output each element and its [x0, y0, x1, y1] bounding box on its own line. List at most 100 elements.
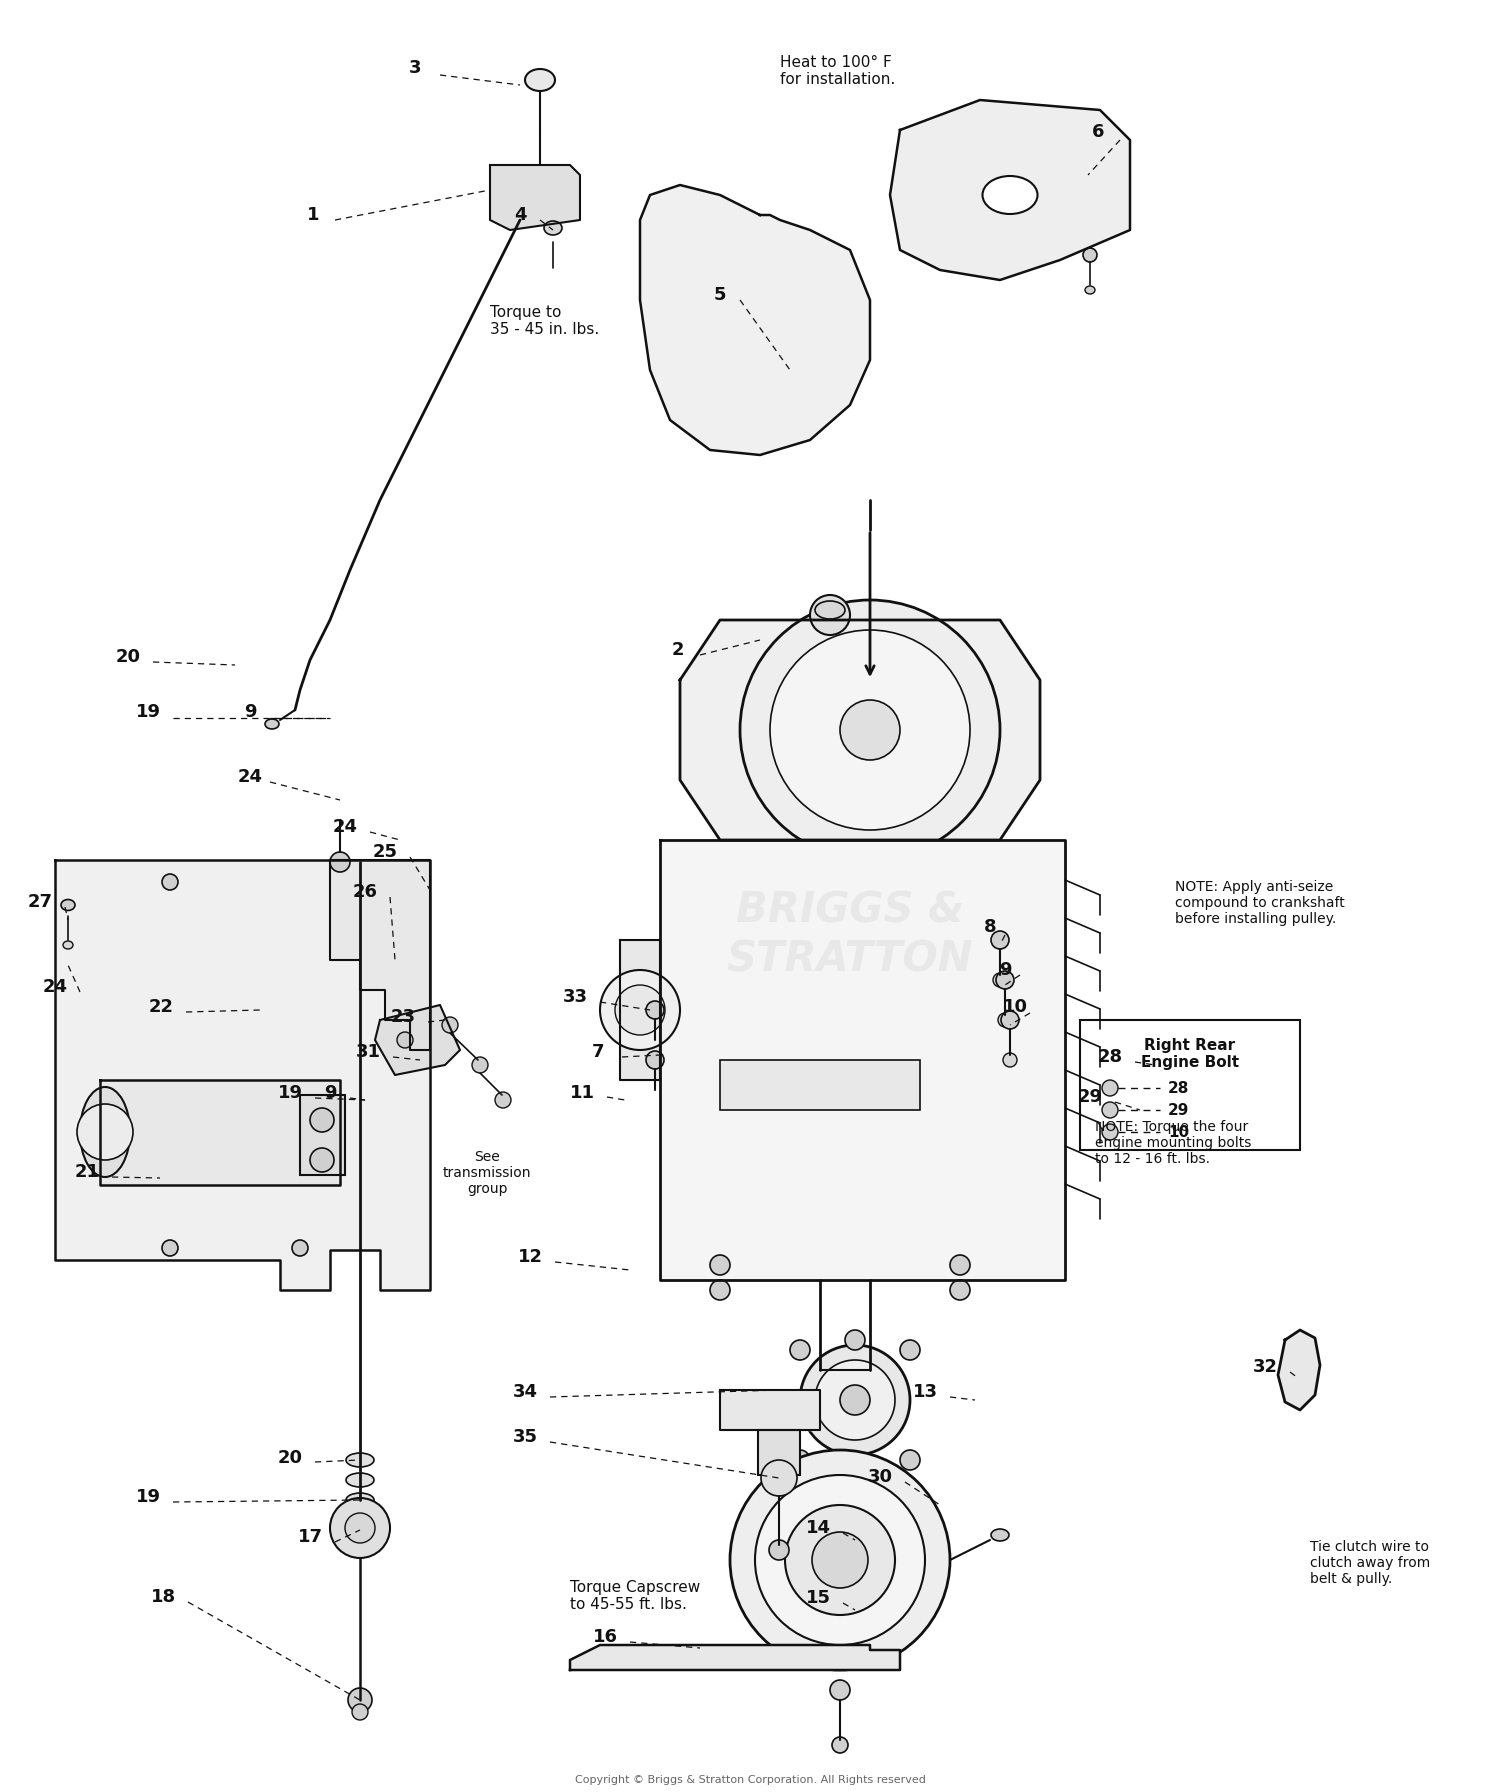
Polygon shape — [1278, 1330, 1320, 1410]
Circle shape — [900, 1340, 920, 1360]
Circle shape — [790, 1340, 810, 1360]
Circle shape — [292, 1240, 308, 1256]
Circle shape — [770, 1539, 789, 1561]
Circle shape — [760, 1460, 796, 1496]
Bar — [300, 1095, 345, 1176]
Circle shape — [1000, 1011, 1018, 1029]
Circle shape — [810, 595, 850, 634]
Text: 19: 19 — [278, 1084, 303, 1102]
Circle shape — [950, 1254, 970, 1274]
Ellipse shape — [992, 1529, 1010, 1541]
Text: 26: 26 — [352, 883, 378, 901]
Circle shape — [840, 701, 900, 760]
Text: Tie clutch wire to
clutch away from
belt & pully.: Tie clutch wire to clutch away from belt… — [1310, 1539, 1430, 1586]
Circle shape — [615, 986, 664, 1036]
Circle shape — [1102, 1102, 1118, 1118]
Circle shape — [730, 1450, 950, 1670]
Circle shape — [76, 1104, 134, 1159]
Text: 2: 2 — [672, 642, 684, 659]
Circle shape — [348, 1688, 372, 1711]
Ellipse shape — [1084, 287, 1095, 294]
Text: 22: 22 — [148, 998, 174, 1016]
Text: 7: 7 — [591, 1043, 604, 1061]
Text: 10: 10 — [1002, 998, 1028, 1016]
Circle shape — [442, 1018, 458, 1032]
Text: 28: 28 — [1168, 1081, 1190, 1095]
Circle shape — [812, 1532, 868, 1588]
Text: 9: 9 — [999, 961, 1011, 978]
Circle shape — [740, 600, 1000, 860]
Text: Right Rear
Engine Bolt: Right Rear Engine Bolt — [1142, 1038, 1239, 1070]
Ellipse shape — [815, 600, 844, 618]
Circle shape — [310, 1149, 334, 1172]
Circle shape — [998, 1012, 1012, 1027]
Text: Torque Capscrew
to 45-55 ft. lbs.: Torque Capscrew to 45-55 ft. lbs. — [570, 1581, 700, 1613]
Text: 32: 32 — [1252, 1358, 1278, 1376]
Polygon shape — [375, 1005, 460, 1075]
Circle shape — [162, 1240, 178, 1256]
Text: 9: 9 — [324, 1084, 336, 1102]
Circle shape — [1102, 1124, 1118, 1140]
Text: 27: 27 — [27, 892, 52, 910]
Polygon shape — [680, 620, 1040, 840]
Text: 24: 24 — [42, 978, 68, 996]
Ellipse shape — [80, 1088, 130, 1177]
Bar — [720, 1061, 920, 1109]
Text: 3: 3 — [408, 59, 422, 77]
Polygon shape — [890, 100, 1130, 280]
Polygon shape — [720, 1391, 821, 1430]
Ellipse shape — [62, 900, 75, 910]
Ellipse shape — [544, 220, 562, 235]
Polygon shape — [640, 185, 870, 455]
Circle shape — [993, 973, 1006, 987]
Text: 30: 30 — [867, 1468, 892, 1486]
Circle shape — [398, 1032, 412, 1048]
Circle shape — [646, 1050, 664, 1070]
Circle shape — [710, 1254, 730, 1274]
Ellipse shape — [346, 1493, 374, 1507]
Ellipse shape — [346, 1473, 374, 1487]
Circle shape — [330, 1498, 390, 1557]
Text: 13: 13 — [912, 1383, 938, 1401]
Text: 12: 12 — [518, 1247, 543, 1265]
Text: Torque to
35 - 45 in. lbs.: Torque to 35 - 45 in. lbs. — [490, 305, 598, 337]
Circle shape — [310, 1107, 334, 1133]
Text: 19: 19 — [135, 702, 160, 720]
Text: 5: 5 — [714, 287, 726, 305]
Text: 4: 4 — [513, 206, 526, 224]
Text: 29: 29 — [1168, 1102, 1190, 1118]
Text: 8: 8 — [984, 918, 996, 935]
Circle shape — [495, 1091, 512, 1107]
Ellipse shape — [63, 941, 74, 950]
Text: NOTE: Torque the four
engine mounting bolts
to 12 - 16 ft. lbs.: NOTE: Torque the four engine mounting bo… — [1095, 1120, 1251, 1167]
Text: See
transmission
group: See transmission group — [442, 1150, 531, 1197]
Text: Heat to 100° F
for installation.: Heat to 100° F for installation. — [780, 56, 896, 88]
Text: 20: 20 — [278, 1450, 303, 1468]
Text: 33: 33 — [562, 987, 588, 1005]
Circle shape — [840, 1385, 870, 1416]
Circle shape — [162, 874, 178, 891]
Polygon shape — [56, 860, 430, 1290]
Text: 14: 14 — [806, 1520, 831, 1538]
Polygon shape — [660, 840, 1065, 1279]
Polygon shape — [330, 860, 430, 1050]
Ellipse shape — [346, 1453, 374, 1468]
Bar — [1080, 1020, 1300, 1150]
Circle shape — [352, 1704, 368, 1720]
Circle shape — [1004, 1054, 1017, 1066]
Circle shape — [1102, 1081, 1118, 1097]
Text: 11: 11 — [570, 1084, 594, 1102]
Ellipse shape — [266, 719, 279, 729]
Bar — [758, 1430, 800, 1475]
Circle shape — [815, 1360, 896, 1441]
Circle shape — [770, 631, 970, 830]
Circle shape — [345, 1512, 375, 1543]
Circle shape — [784, 1505, 895, 1615]
Text: 23: 23 — [390, 1007, 416, 1027]
Text: 20: 20 — [116, 649, 141, 667]
Text: 31: 31 — [356, 1043, 381, 1061]
Text: 24: 24 — [237, 769, 262, 787]
Circle shape — [600, 969, 680, 1050]
Text: 15: 15 — [806, 1590, 831, 1607]
Circle shape — [330, 851, 350, 873]
